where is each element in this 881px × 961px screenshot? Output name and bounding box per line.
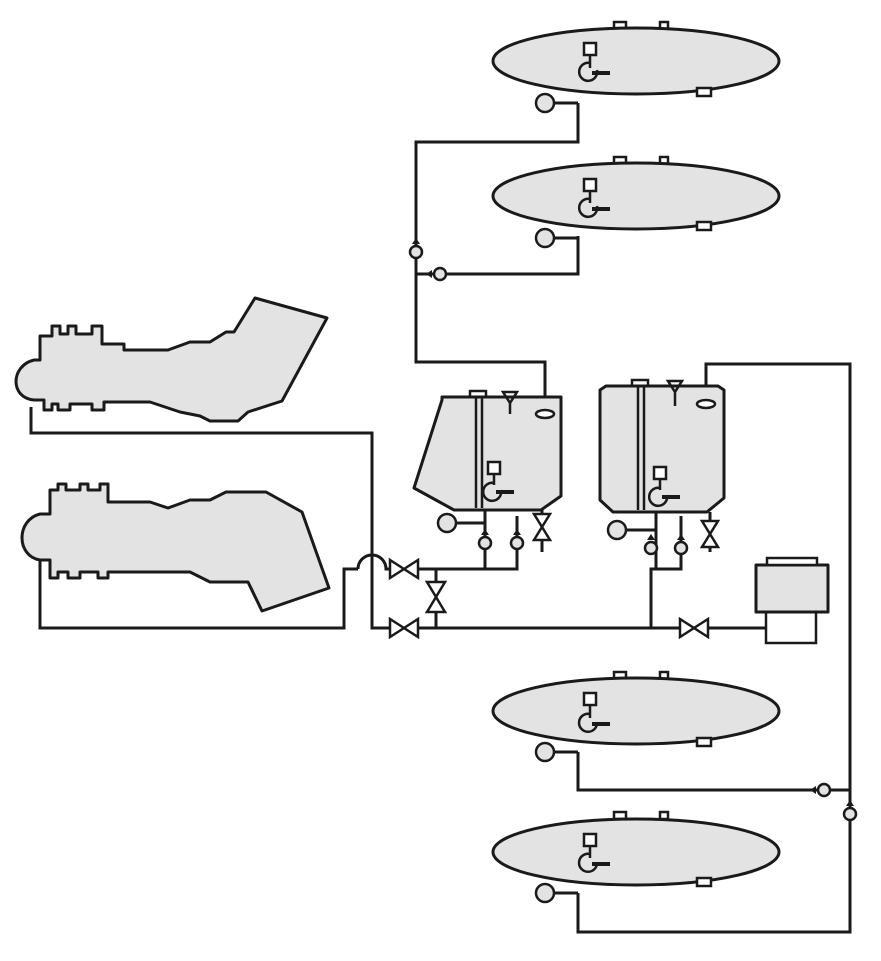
drain-valve-icon	[531, 512, 553, 542]
storage-tank-2	[491, 155, 781, 232]
day-tank-right	[598, 378, 726, 514]
pipe-engine-2-return	[38, 561, 358, 630]
gate-valve-icon	[424, 580, 448, 614]
float-switch-icon	[582, 177, 598, 193]
check-valve-icon	[477, 529, 493, 551]
gauge-icon	[606, 519, 628, 541]
storage-tank-4	[491, 810, 781, 888]
gate-valve-icon	[388, 616, 420, 640]
turbine-engine-2	[20, 482, 331, 613]
pipe-upper-header	[407, 567, 438, 628]
gauge-icon	[534, 92, 556, 114]
check-valve-icon	[408, 238, 424, 260]
float-switch-icon	[582, 832, 598, 848]
check-valve-icon	[842, 800, 858, 822]
float-switch-icon	[582, 41, 598, 57]
check-valves	[408, 238, 858, 822]
check-valve-icon	[643, 534, 659, 556]
drain-valve-icon	[699, 519, 721, 549]
pipe-storage-3-drain	[576, 752, 850, 792]
check-valve-icon	[426, 266, 448, 282]
pipe-engine-1-return	[29, 407, 407, 630]
gate-valve-icon	[388, 557, 420, 581]
drain-valves	[531, 512, 721, 549]
pipe-right-manifold	[649, 510, 683, 628]
gauge-icon	[534, 227, 556, 249]
pipe-storage-2-drain	[416, 236, 580, 276]
gauge-icon	[436, 512, 458, 534]
day-tank-left	[412, 389, 563, 512]
float-switch-icon	[486, 460, 502, 476]
pipe-crossover	[356, 553, 407, 571]
storage-tank-3	[491, 670, 781, 748]
pipe-right-tank-vent	[576, 362, 852, 934]
check-valve-icon	[810, 782, 832, 798]
pump-unit	[754, 556, 830, 645]
float-switch-icon	[582, 691, 598, 707]
turbine-engine-1	[14, 296, 329, 423]
gauge-icon	[534, 882, 556, 904]
level-gauges	[436, 92, 628, 904]
gate-valves	[388, 557, 710, 640]
check-valve-icon	[673, 534, 689, 556]
pipe-storage-1-drain	[414, 103, 580, 397]
check-valve-icon	[509, 529, 525, 551]
gauge-icon	[534, 741, 556, 763]
float-switch-icon	[652, 465, 668, 481]
storage-tank-1	[491, 20, 781, 98]
gate-valve-icon	[678, 616, 710, 640]
